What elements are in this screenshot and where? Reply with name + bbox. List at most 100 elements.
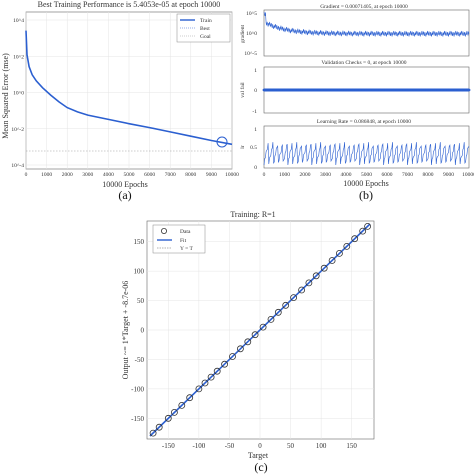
- data-point: [343, 242, 351, 250]
- b-xtick-label: 6000: [382, 172, 393, 178]
- b-xtick-label: 9000: [443, 172, 454, 178]
- lr-ytick-2: 0.5: [250, 145, 257, 151]
- b-xtick-label: 2000: [300, 172, 311, 178]
- val-marker: [310, 88, 314, 92]
- data-point: [170, 408, 178, 416]
- data-point: [335, 249, 343, 257]
- c-xtick-label: -100: [192, 442, 205, 450]
- data-point: [359, 227, 367, 235]
- val-marker: [313, 88, 317, 92]
- val-marker: [327, 88, 331, 92]
- c-xtick-label: 0: [258, 442, 262, 450]
- val-marker: [337, 88, 341, 92]
- val-marker: [269, 88, 273, 92]
- val-marker: [300, 88, 303, 92]
- data-point: [149, 429, 157, 437]
- ytick-label: 10^-2: [11, 127, 24, 133]
- xtick-label: 0: [25, 172, 28, 178]
- val-marker: [375, 88, 379, 92]
- val-marker: [351, 88, 355, 92]
- val-marker: [296, 88, 300, 92]
- data-point: [164, 414, 172, 422]
- ytick-label: 10^0: [13, 91, 24, 97]
- val-ytick-1: 1: [254, 68, 257, 74]
- ytick-label: 10^-4: [11, 163, 24, 169]
- val-marker: [443, 88, 447, 92]
- data-point: [259, 323, 267, 331]
- lr-ylabel: lr: [240, 145, 246, 149]
- val-marker: [433, 88, 437, 92]
- c-xtick-label: -50: [225, 442, 235, 450]
- val-marker: [324, 88, 327, 92]
- xtick-label: 8000: [185, 172, 196, 178]
- val-marker: [358, 88, 362, 92]
- data-point: [195, 385, 203, 393]
- val-marker: [436, 88, 440, 92]
- lr-axes: [263, 125, 470, 169]
- val-marker: [464, 88, 467, 92]
- c-xtick-label: 100: [316, 442, 327, 450]
- data-point: [282, 301, 290, 309]
- val-marker: [416, 88, 420, 92]
- val-marker: [412, 88, 416, 92]
- c-xtick-label: 150: [346, 442, 357, 450]
- data-point: [328, 257, 336, 264]
- panel-c-caption: (c): [254, 460, 267, 474]
- val-marker: [406, 88, 409, 92]
- panel-a-xlabel: 10000 Epochs: [102, 180, 148, 189]
- panel-c: Training: R=1 -150 -100 -50 0 50 100 150 150 10…: [121, 210, 375, 474]
- val-ytick-2: 0: [254, 88, 257, 94]
- panel-b-caption: (b): [359, 188, 373, 202]
- val-marker: [382, 88, 385, 92]
- panel-a-caption: (a): [118, 188, 131, 202]
- val-title: Validation Checks = 0, at epoch 10000: [321, 60, 406, 66]
- c-ytick-label: -150: [131, 415, 144, 423]
- b-xtick-label: 1000: [279, 172, 290, 178]
- panel-a-legend: Train Best Goal: [176, 13, 231, 43]
- c-ytick-label: -50: [135, 356, 145, 364]
- val-ytick-3: -1: [252, 109, 257, 115]
- xtick-label: 1000: [41, 172, 52, 178]
- panel-c-grid: [147, 221, 374, 439]
- data-point: [290, 294, 298, 302]
- ytick-label: 10^4: [13, 18, 24, 24]
- val-marker: [423, 88, 426, 92]
- xtick-label: 5000: [124, 172, 135, 178]
- c-ytick-label: 100: [134, 268, 145, 276]
- val-marker: [389, 88, 392, 92]
- val-marker: [365, 88, 368, 92]
- c-ytick-label: 150: [134, 238, 145, 246]
- val-marker: [262, 88, 266, 92]
- legend-data-swatch: [160, 227, 167, 234]
- panel-b-xlabel: 10000 Epochs: [343, 179, 389, 188]
- val-marker: [320, 88, 324, 92]
- data-point: [320, 264, 328, 272]
- lr-title: Learning Rate = 0.086848, at epoch 10000: [317, 119, 411, 125]
- data-point: [186, 394, 194, 402]
- xtick-label: 10000: [225, 172, 239, 178]
- ytick-label: 10^2: [13, 54, 24, 60]
- panel-c-xlabel: Target: [248, 451, 269, 460]
- val-marker: [266, 88, 269, 92]
- val-marker: [303, 88, 307, 92]
- xtick-label: 3000: [82, 172, 93, 178]
- panel-a-yticks: 10^4 10^2 10^0 10^-2 10^-4: [11, 18, 24, 169]
- panel-c-xticks: -150 -100 -50 0 50 100 150: [162, 442, 358, 450]
- val-marker: [378, 88, 382, 92]
- b-xtick-label: 5000: [361, 172, 372, 178]
- data-point: [267, 315, 275, 323]
- panel-b-xticks: 0 1000 2000 3000 4000 5000 6000 7000 8000 9000 100…: [263, 172, 474, 178]
- xtick-label: 6000: [144, 172, 155, 178]
- val-marker: [453, 88, 457, 92]
- gradient-ylabel: gradient: [240, 25, 246, 43]
- data-point: [236, 345, 244, 353]
- val-marker: [385, 88, 389, 92]
- data-point: [274, 308, 282, 316]
- fit-line: [149, 223, 371, 437]
- val-marker: [330, 88, 334, 92]
- panel-c-ylabel: Output ~= 1*Target + -8.7e-06: [121, 281, 130, 380]
- data-point: [298, 286, 306, 294]
- b-xtick-label: 7000: [402, 172, 413, 178]
- val-marker: [447, 88, 450, 92]
